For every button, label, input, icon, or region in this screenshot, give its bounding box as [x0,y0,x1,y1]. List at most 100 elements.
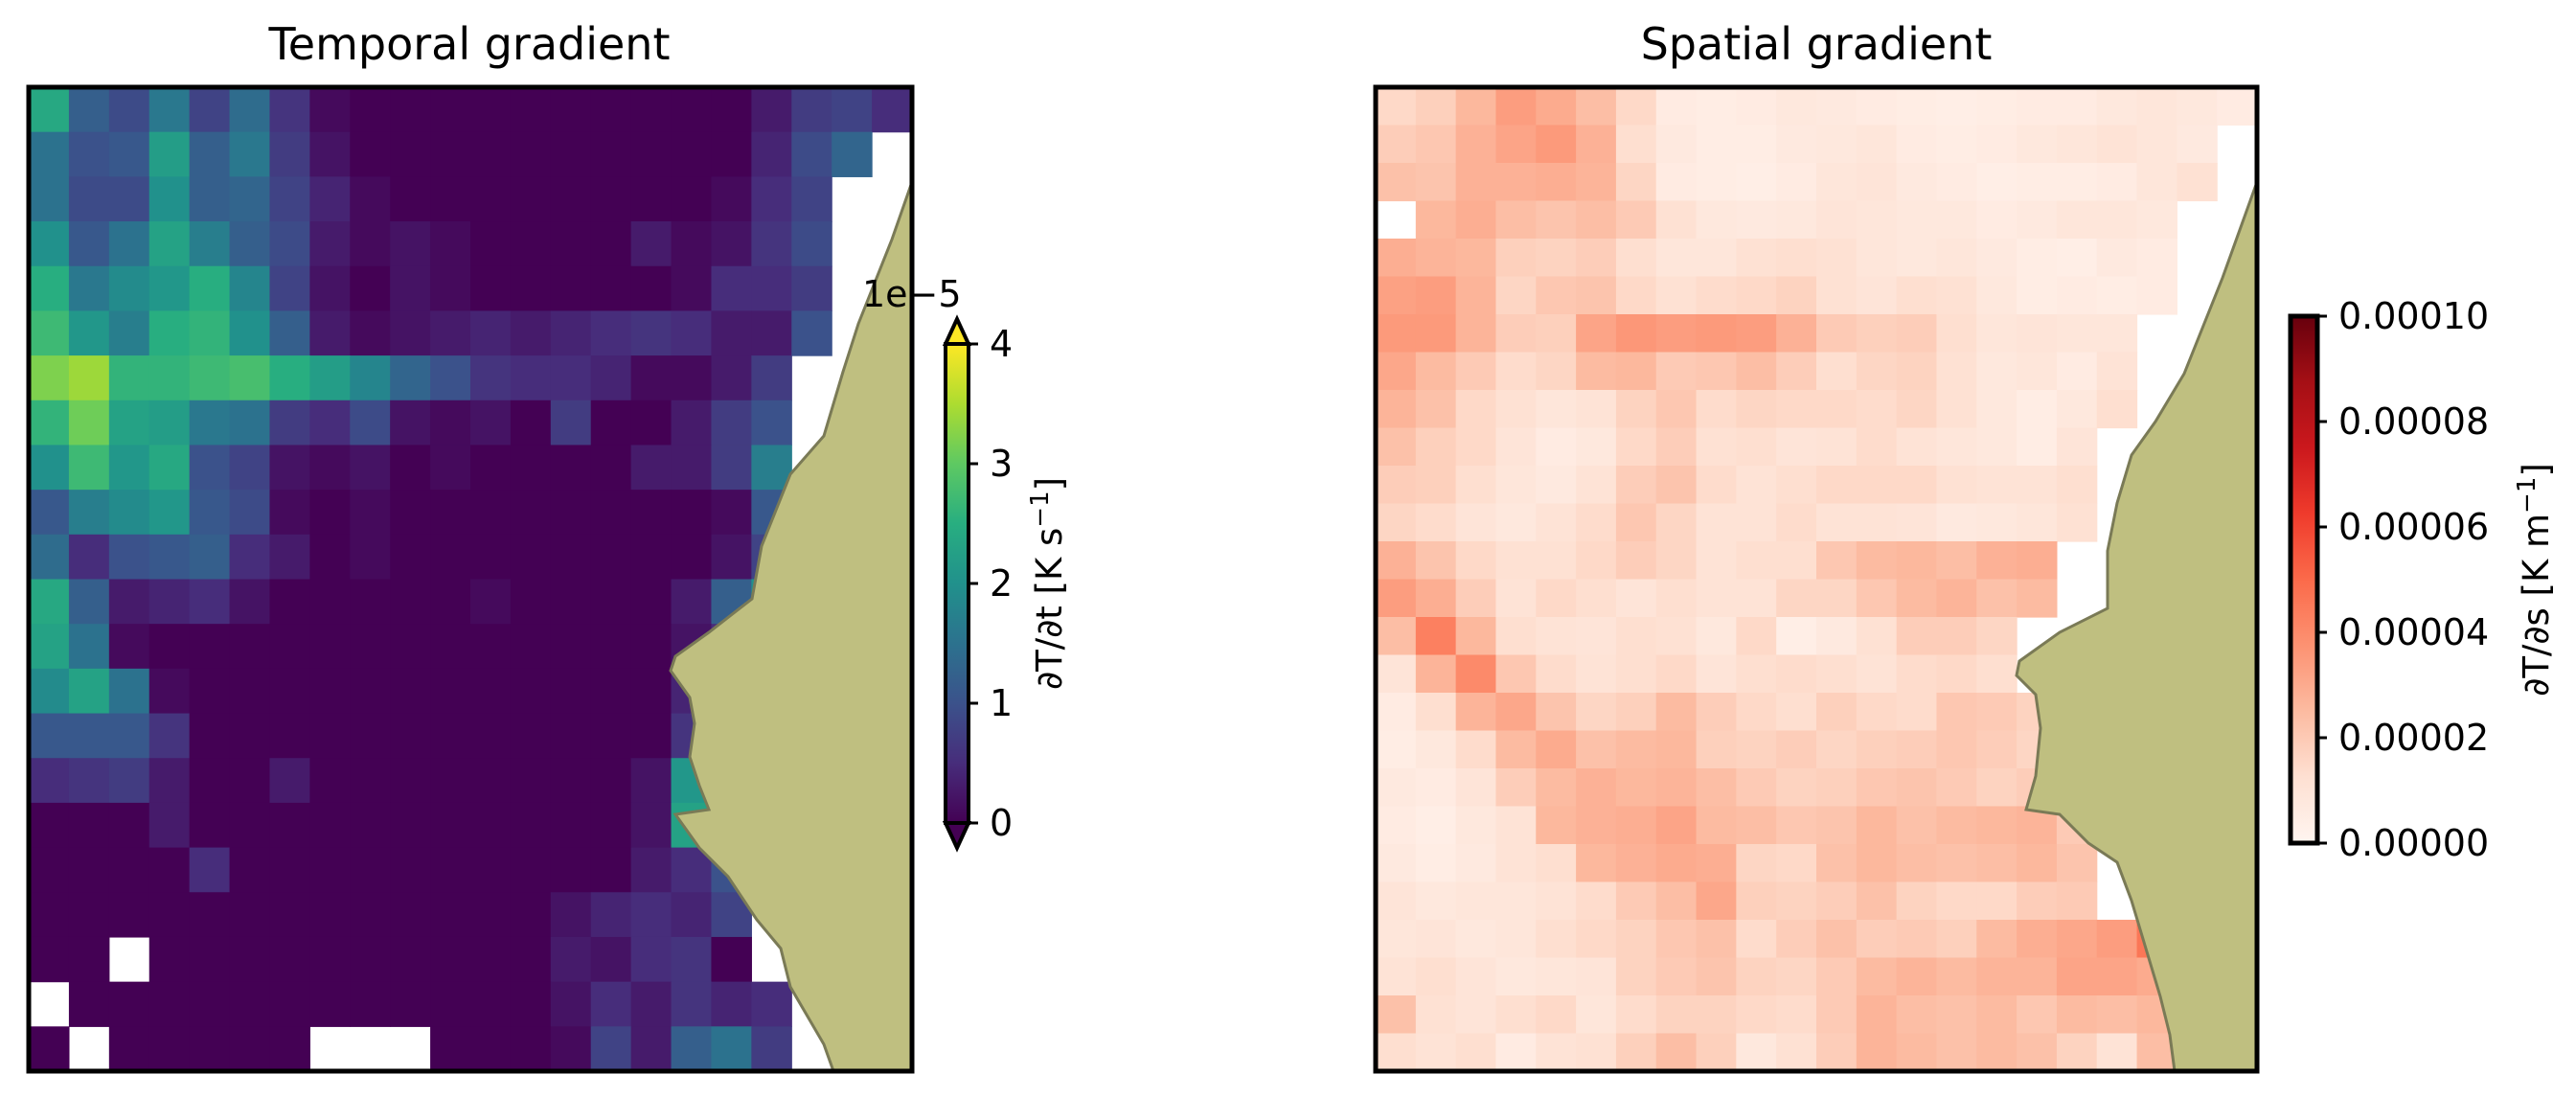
heatmap-cell [1415,352,1457,391]
heatmap-cell [309,131,351,177]
heatmap-cell [430,847,471,893]
heatmap-cell [1455,844,1497,883]
heatmap-cell [1896,427,1938,467]
heatmap-cell [1376,693,1417,732]
heatmap-cell [1976,654,2017,694]
heatmap-cell [510,981,552,1027]
heatmap-cell [430,579,471,625]
heatmap-cell [1976,541,2017,581]
heatmap-cell [1576,768,1617,808]
heatmap-cell [630,176,672,222]
spatial-colorbar-frame [2288,313,2320,846]
heatmap-cell [470,713,512,759]
spatial-coastline [2015,181,2259,1073]
heatmap-cell [189,847,231,893]
spatial-colorbar-label-main: ∂T/∂s [K m [2516,514,2557,697]
heatmap-cell [350,445,391,491]
heatmap-cell [470,1026,512,1072]
heatmap-cell [2017,957,2058,996]
heatmap-cell [1696,617,1737,656]
heatmap-cell [189,579,231,625]
heatmap-cell [1776,579,1817,618]
heatmap-cell [1896,806,1938,845]
heatmap-cell [1976,730,2017,769]
heatmap-cell [148,579,191,625]
heatmap-cell [390,758,431,804]
heatmap-cell [1415,125,1457,164]
heatmap-cell [1576,730,1617,769]
heatmap-cell [1696,239,1737,278]
heatmap-cell [510,176,552,222]
heatmap-cell [1536,390,1577,429]
heatmap-cell [1615,503,1657,542]
heatmap-cell [350,847,391,893]
heatmap-cell [1536,200,1577,240]
heatmap-cell [1776,427,1817,467]
heatmap-cell [1415,390,1457,429]
heatmap-cell [1856,466,1898,505]
heatmap-cell [1736,314,1777,354]
heatmap-cell [350,534,391,581]
heatmap-cell [1816,163,1858,202]
heatmap-cell [108,87,150,133]
heatmap-cell [1816,541,1858,581]
heatmap-cell [1455,920,1497,959]
heatmap-cell [189,265,231,312]
heatmap-cell [1495,314,1537,354]
heatmap-cell [2056,390,2098,429]
heatmap-cell [590,87,632,133]
heatmap-cell [630,534,672,581]
heatmap-cell [1936,654,1977,694]
heatmap-cell [430,713,471,759]
heatmap-cell [1655,163,1698,202]
heatmap-cell [1495,503,1537,542]
heatmap-cell [1455,352,1497,391]
heatmap-cell [1856,806,1898,845]
heatmap-cell [590,579,632,625]
heatmap-cell [630,802,672,849]
heatmap-cell [29,534,70,581]
heatmap-cell [148,713,191,759]
heatmap-cell [68,490,110,536]
heatmap-cell [671,310,713,356]
heatmap-cell [1376,503,1417,542]
heatmap-cell [390,310,431,356]
spatial-colorbar-label-close: ] [2516,463,2557,476]
heatmap-cell [711,310,752,356]
heatmap-cell [1536,87,1577,126]
heatmap-cell [1936,730,1977,769]
heatmap-cell [1415,881,1457,921]
heatmap-cell [1615,617,1657,656]
heatmap-cell [1696,427,1737,467]
heatmap-cell [229,131,271,177]
heatmap-cell [791,131,832,177]
heatmap-cell [1376,995,1417,1035]
heatmap-cell [269,131,310,177]
heatmap-cell [1455,768,1497,808]
heatmap-cell [1896,1033,1938,1072]
heatmap-cell [430,802,471,849]
heatmap-cell [510,1026,552,1072]
heatmap-cell [1576,920,1617,959]
heatmap-cell [309,221,351,267]
heatmap-cell [68,445,110,491]
heatmap-cell [390,802,431,849]
heatmap-cell [2096,352,2138,391]
heatmap-cell [1415,920,1457,959]
temporal-colorbar-label-close: ] [1029,477,1070,491]
heatmap-cell [550,534,592,581]
heatmap-cell [390,847,431,893]
heatmap-cell [1576,844,1617,883]
heatmap-cell [751,981,792,1027]
spatial-panel: Spatial gradient 0 [1373,18,2557,1074]
heatmap-cell [1736,466,1777,505]
temporal-plot-frame [26,84,915,1074]
heatmap-cell [630,355,672,401]
heatmap-cell [2056,87,2098,126]
heatmap-cell [68,534,110,581]
heatmap-cell [1455,200,1497,240]
heatmap-cell [68,265,110,312]
heatmap-cell [1615,314,1657,354]
heatmap-cell [1536,427,1577,467]
heatmap-cell [1976,427,2017,467]
